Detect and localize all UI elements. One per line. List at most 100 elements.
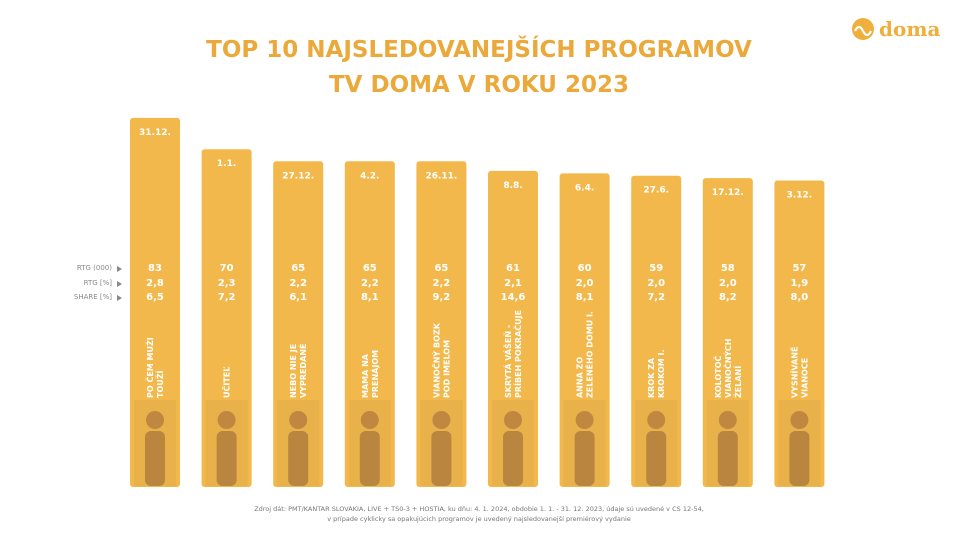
row-label: RTG (000) (77, 264, 112, 272)
photo-figure (717, 431, 738, 486)
title-line: TV DOMA V ROKU 2023 (329, 72, 629, 98)
value-label: 61 (506, 263, 520, 274)
bar (488, 170, 538, 488)
value-label: 14,6 (501, 292, 526, 303)
value-label: 70 (220, 263, 234, 274)
value-label: 2,2 (433, 278, 451, 289)
photo-figure (432, 411, 451, 429)
value-label: 8,1 (576, 292, 594, 303)
value-label: 8,0 (791, 292, 809, 303)
value-label: 7,2 (647, 292, 665, 303)
photo-figure (288, 431, 309, 486)
program-name: UČITEĽ (221, 367, 232, 398)
program-name: KROKOM I. (657, 349, 666, 398)
photo-figure (217, 411, 236, 429)
bar (344, 161, 395, 488)
date-label: 1.1. (217, 159, 236, 169)
photo-figure (575, 411, 594, 429)
date-label: 8.8. (503, 181, 522, 191)
source-note: v prípade cyklicky sa opakujúcich progra… (327, 515, 631, 523)
row-arrow (117, 266, 122, 272)
row-arrow (117, 281, 122, 287)
photo-figure (216, 431, 237, 486)
program-name: ZELENÉHO DOMU I. (584, 311, 595, 398)
program-name: PRENÁJOM (369, 350, 380, 398)
value-label: 1,9 (791, 278, 809, 289)
photo-figure (646, 431, 667, 486)
program-name: KROK ZA (647, 357, 656, 398)
value-label: 2,2 (361, 278, 379, 289)
program-name: ANNA ZO (576, 357, 585, 398)
value-label: 65 (363, 263, 377, 274)
value-label: 59 (649, 263, 663, 274)
value-label: 8,2 (719, 292, 737, 303)
photo-figure (359, 431, 380, 486)
bar (201, 149, 252, 487)
value-label: 60 (578, 263, 592, 274)
date-label: 27.6. (643, 186, 669, 196)
value-label: 6,5 (146, 292, 164, 303)
value-label: 8,1 (361, 292, 379, 303)
program-name: MAMA NA (361, 353, 370, 398)
row-arrow (117, 295, 122, 301)
value-label: 2,3 (218, 278, 236, 289)
title-line: TOP 10 NAJSLEDOVANEJŠÍCH PROGRAMOV (206, 35, 752, 63)
value-label: 2,8 (146, 278, 164, 289)
logo-wave (854, 25, 872, 37)
photo-figure (789, 431, 810, 486)
program-name: VIANOČNÝCH (722, 339, 733, 399)
value-label: 2,0 (647, 278, 665, 289)
date-label: 6.4. (575, 183, 594, 193)
bar (130, 117, 180, 487)
row-label: RTG [%] (84, 279, 113, 287)
value-label: 65 (291, 263, 305, 274)
date-label: 27.12. (282, 171, 314, 181)
photo-figure (504, 411, 522, 429)
value-label: 65 (434, 263, 448, 274)
bar (559, 173, 610, 488)
program-name: TOUŽÍ (154, 370, 165, 398)
bar (774, 180, 825, 488)
row-label: SHARE [%] (74, 293, 112, 301)
bar (631, 175, 682, 488)
bar (273, 161, 324, 488)
value-label: 83 (148, 263, 162, 274)
program-name: SKRYTÁ VÁŠEŇ - (502, 325, 513, 398)
photo-figure (790, 411, 809, 429)
source-note: Zdroj dát: PMT/KANTAR SLOVAKIA, LIVE + T… (254, 505, 704, 513)
value-label: 9,2 (433, 292, 451, 303)
value-label: 2,1 (504, 278, 522, 289)
program-name: VIANOČNÝ BOZK (430, 322, 441, 398)
bar (416, 161, 467, 488)
value-label: 7,2 (218, 292, 236, 303)
value-label: 58 (721, 263, 735, 274)
photo-figure (574, 431, 595, 486)
photo-figure (503, 431, 523, 486)
program-name: VIANOCE (800, 358, 809, 398)
value-label: 2,0 (576, 278, 594, 289)
program-name: PO ČEM MUŽI (144, 337, 155, 398)
value-label: 57 (792, 263, 806, 274)
photo-figure (718, 411, 737, 429)
program-name: ŽELANÍ (732, 366, 743, 398)
date-label: 4.2. (360, 171, 379, 181)
bar (702, 178, 753, 488)
value-label: 2,2 (289, 278, 307, 289)
photo-figure (431, 431, 452, 486)
date-label: 26.11. (425, 171, 457, 181)
logo: doma (852, 17, 940, 41)
program-name: KOLOTOČ (712, 355, 723, 398)
date-label: 17.12. (712, 188, 744, 198)
logo-text: doma (879, 17, 940, 41)
value-label: 2,0 (719, 278, 737, 289)
photo-figure (146, 411, 164, 429)
photo-figure (360, 411, 379, 429)
program-name: NEBO NIE JE (289, 344, 298, 398)
date-label: 3.12. (787, 191, 813, 201)
value-label: 6,1 (289, 292, 307, 303)
program-name: VYSNÍVANÉ (788, 347, 799, 398)
photo-figure (647, 411, 666, 429)
date-label: 31.12. (139, 128, 171, 138)
photo-figure (289, 411, 308, 429)
